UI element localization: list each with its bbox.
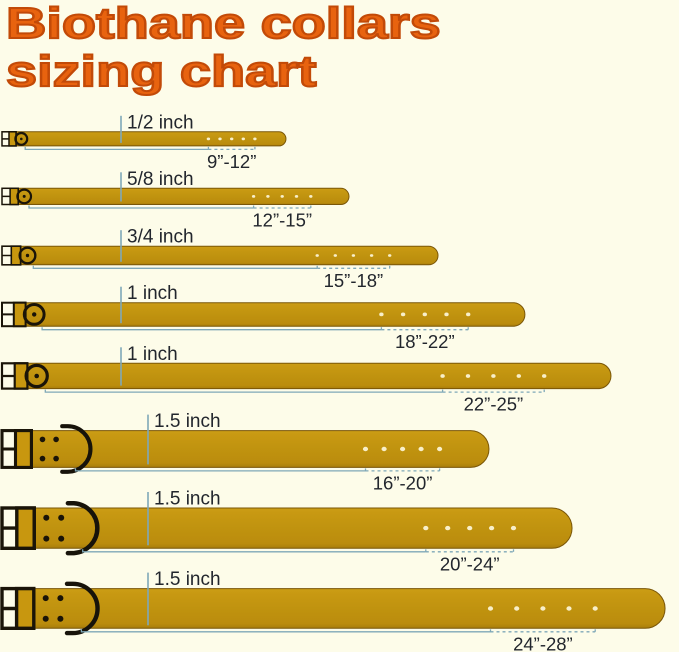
svg-text:22”-25”: 22”-25” [464,394,524,415]
svg-text:9”-12”: 9”-12” [207,151,256,172]
svg-text:12”-15”: 12”-15” [252,210,312,231]
svg-text:3/4 inch: 3/4 inch [127,227,194,248]
svg-text:1.5 inch: 1.5 inch [154,411,221,432]
svg-text:1 inch: 1 inch [127,283,178,304]
svg-text:15”-18”: 15”-18” [324,270,384,291]
svg-text:16”-20”: 16”-20” [373,472,433,493]
svg-text:1 inch: 1 inch [127,344,178,365]
svg-text:1.5 inch: 1.5 inch [154,489,221,510]
svg-text:18”-22”: 18”-22” [395,331,455,352]
svg-text:5/8 inch: 5/8 inch [127,169,194,190]
svg-text:24”-28”: 24”-28” [513,633,573,652]
svg-text:1/2 inch: 1/2 inch [127,112,194,133]
svg-text:1.5 inch: 1.5 inch [154,569,221,590]
svg-text:20”-24”: 20”-24” [440,553,500,574]
